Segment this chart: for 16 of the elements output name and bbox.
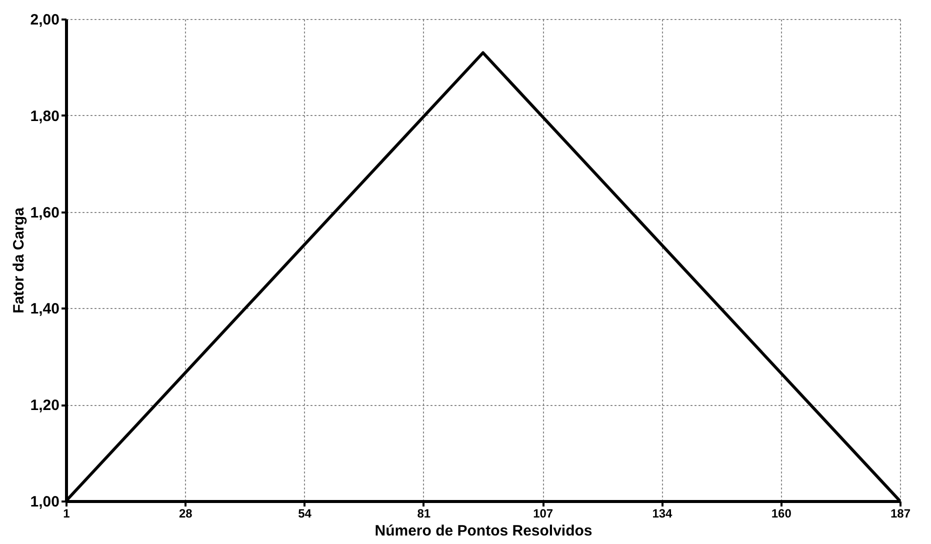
x-tick-label: 107 — [533, 506, 554, 520]
x-tick-label: 1 — [63, 506, 70, 520]
y-tick-label: 1,80 — [30, 108, 60, 125]
x-tick-label: 187 — [890, 506, 911, 520]
y-tick-label: 2,00 — [30, 12, 60, 28]
x-tick-label: 81 — [417, 506, 431, 520]
x-tick-label: 28 — [178, 506, 193, 520]
x-tick-label: 160 — [771, 506, 792, 520]
y-tick-label: 1,60 — [30, 204, 60, 222]
x-axis-title: Número de Pontos Resolvidos — [374, 522, 592, 540]
x-tick-label: 134 — [652, 506, 673, 520]
x-tick-label: 54 — [298, 506, 312, 520]
y-tick-label: 1,00 — [30, 494, 60, 510]
y-tick-label: 1,40 — [30, 300, 60, 318]
y-axis-title: Fator da Carga — [10, 206, 28, 314]
y-tick-label: 1,20 — [30, 397, 60, 414]
